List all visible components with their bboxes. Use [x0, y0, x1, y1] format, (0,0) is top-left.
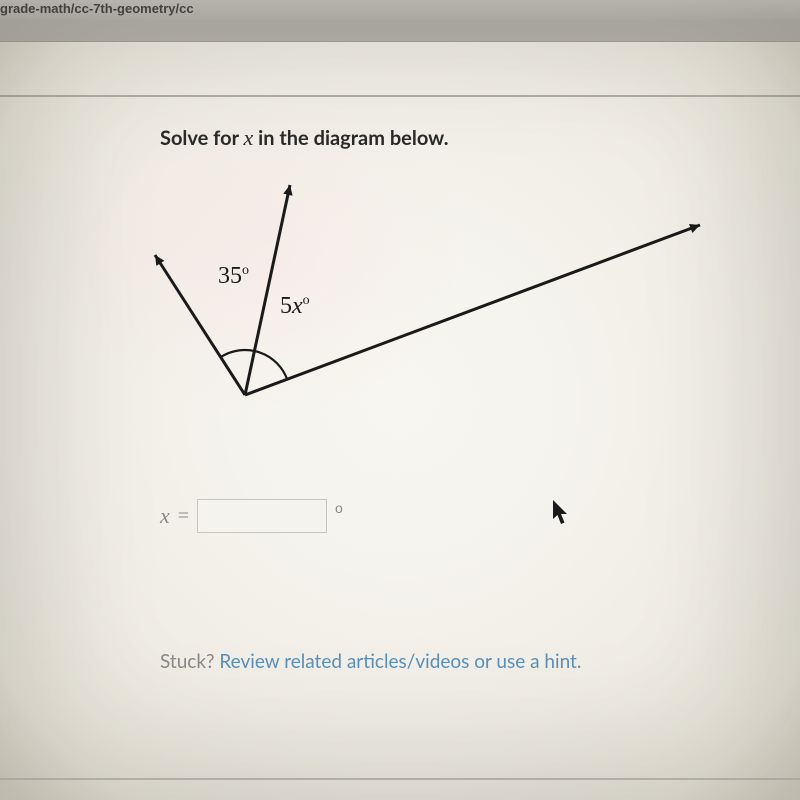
question-variable: x	[243, 125, 253, 150]
angle-label-5x: 5xo	[280, 293, 310, 320]
question-prompt: Solve for x in the diagram below.	[160, 125, 449, 151]
question-suffix: in the diagram below.	[253, 126, 448, 150]
browser-url-bar: grade-math/cc-7th-geometry/cc	[0, 0, 800, 20]
angle-label-35: 35o	[218, 263, 249, 290]
bottom-divider	[0, 778, 800, 780]
hint-link[interactable]: Review related articles/videos or use a …	[219, 650, 581, 673]
hint-row: Stuck? Review related articles/videos or…	[160, 650, 581, 673]
cursor-icon	[553, 500, 571, 526]
answer-row: x = o	[160, 499, 343, 533]
angle-diagram	[145, 170, 705, 450]
question-prefix: Solve for	[160, 126, 243, 150]
toolbar-gray	[0, 20, 800, 42]
degree-unit: o	[335, 500, 343, 516]
equals-sign: =	[178, 505, 189, 528]
answer-input[interactable]	[197, 499, 327, 533]
stuck-label: Stuck?	[160, 650, 219, 673]
answer-variable: x	[160, 503, 170, 529]
